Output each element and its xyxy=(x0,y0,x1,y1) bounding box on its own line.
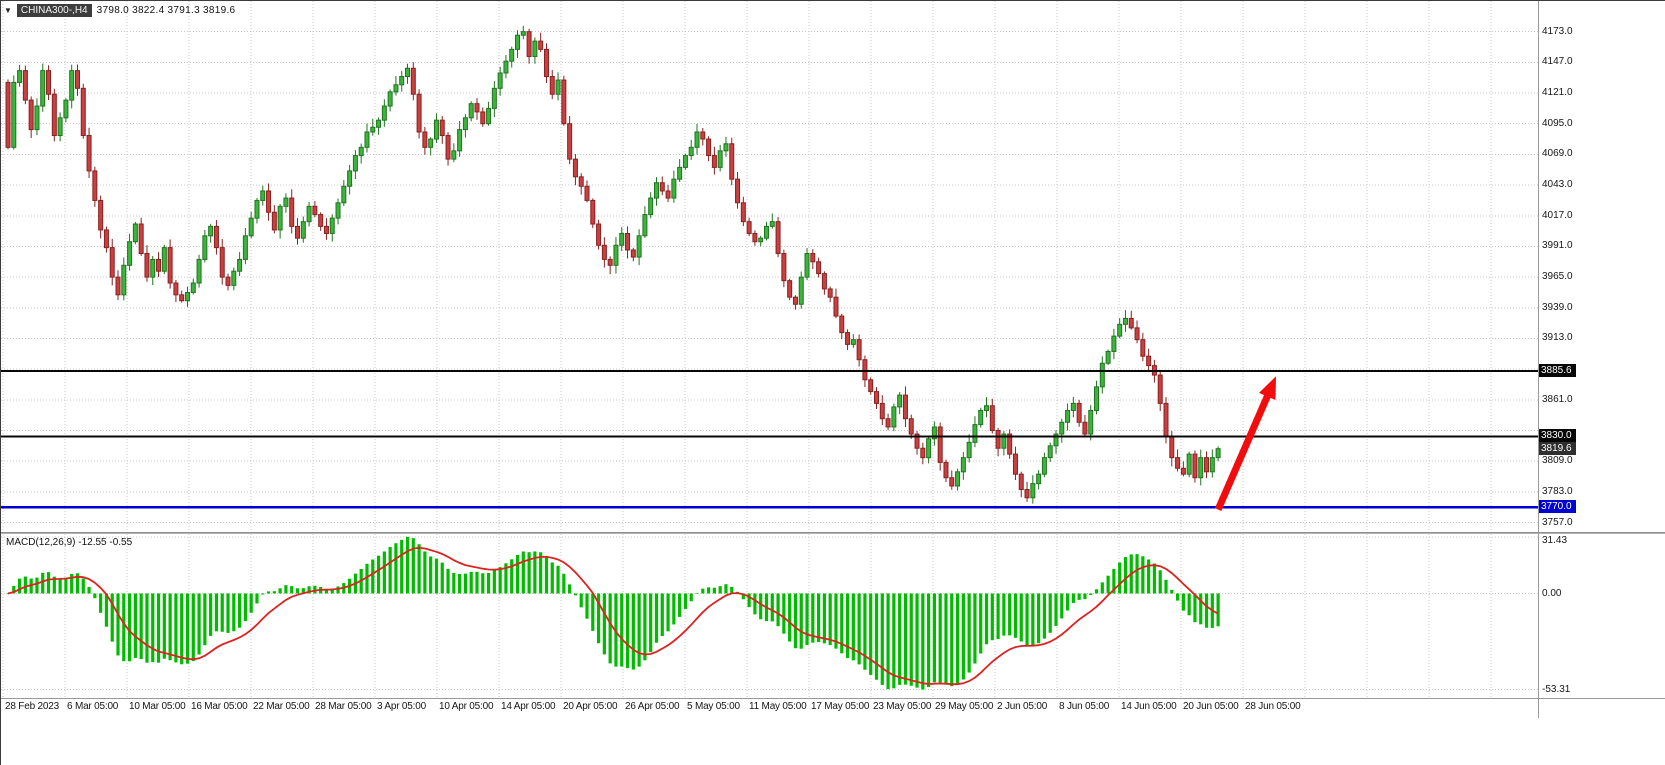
macd-axis[interactable]: 31.43 0.00 -53.31 xyxy=(1538,534,1665,698)
price-tick-label: 4017.0 xyxy=(1542,209,1573,221)
time-axis-label: 2 Jun 05:00 xyxy=(997,701,1048,712)
bid-price-label: 3819.6 xyxy=(1538,441,1576,455)
time-axis-label: 10 Mar 05:00 xyxy=(129,701,186,712)
macd-signal-line xyxy=(7,546,1219,686)
time-axis-label: 20 Apr 05:00 xyxy=(563,701,618,712)
macd-scale-label: -53.31 xyxy=(1542,684,1571,696)
chevron-down-icon[interactable]: ▼ xyxy=(4,6,12,15)
macd-grid xyxy=(1,534,1538,698)
candles-layer xyxy=(5,25,1221,504)
price-tick-label: 3809.0 xyxy=(1542,455,1573,467)
symbol-info-bar: ▼ CHINA300-,H4 3798.0 3822.4 3791.3 3819… xyxy=(4,4,235,17)
time-axis-label: 29 May 05:00 xyxy=(935,701,994,712)
axis-border xyxy=(1538,1,1539,718)
macd-pane-border xyxy=(1,698,1665,699)
price-tick-label: 4147.0 xyxy=(1542,56,1573,68)
time-axis-label: 6 Mar 05:00 xyxy=(67,701,119,712)
time-axis[interactable]: 28 Feb 2023 6 Mar 05:00 10 Mar 05:00 16 Mar… xyxy=(1,701,1538,717)
pane-splitter[interactable] xyxy=(1,532,1665,534)
macd-indicator-pane[interactable] xyxy=(1,534,1538,698)
price-tick-label: 3939.0 xyxy=(1542,301,1573,313)
price-tick-label: 3861.0 xyxy=(1542,393,1573,405)
time-axis-label: 10 Apr 05:00 xyxy=(439,701,494,712)
price-tick-label: 3965.0 xyxy=(1542,271,1573,283)
time-axis-label: 28 Feb 2023 xyxy=(5,701,59,712)
macd-histogram xyxy=(6,536,1220,690)
time-axis-label: 14 Jun 05:00 xyxy=(1121,701,1177,712)
price-level-label: 3885.6 xyxy=(1538,363,1576,377)
time-axis-label: 16 Mar 05:00 xyxy=(191,701,248,712)
macd-scale-label: 31.43 xyxy=(1542,535,1568,546)
symbol-timeframe-label: CHINA300-,H4 xyxy=(16,4,92,17)
time-axis-label: 3 Apr 05:00 xyxy=(377,701,426,712)
price-level-label: 3830.0 xyxy=(1538,429,1576,443)
price-tick-label: 4121.0 xyxy=(1542,87,1573,99)
time-axis-label: 22 Mar 05:00 xyxy=(253,701,310,712)
price-tick-label: 4069.0 xyxy=(1542,148,1573,160)
time-axis-label: 14 Apr 05:00 xyxy=(501,701,556,712)
time-axis-label: 11 May 05:00 xyxy=(749,701,807,712)
price-tick-label: 4043.0 xyxy=(1542,179,1573,191)
macd-scale-label: 0.00 xyxy=(1542,587,1562,599)
price-chart-pane[interactable] xyxy=(1,1,1538,532)
time-axis-label: 8 Jun 05:00 xyxy=(1059,701,1110,712)
price-axis[interactable]: 4173.0 4147.0 4121.0 4095.0 4069.0 4043.0 4017… xyxy=(1538,1,1665,532)
price-level-label: 3770.0 xyxy=(1538,500,1576,514)
indicator-values: -12.55 -0.55 xyxy=(78,537,133,548)
price-tick-label: 3991.0 xyxy=(1542,240,1573,252)
price-tick-label: 3757.0 xyxy=(1542,516,1573,528)
indicator-label: MACD(12,26,9) -12.55 -0.55 xyxy=(6,537,132,548)
price-tick-label: 4173.0 xyxy=(1542,25,1573,37)
time-axis-label: 17 May 05:00 xyxy=(811,701,870,712)
price-tick-label: 3913.0 xyxy=(1542,332,1573,344)
ohlc-readout: 3798.0 3822.4 3791.3 3819.6 xyxy=(96,5,236,16)
time-axis-label: 28 Mar 05:00 xyxy=(315,701,372,712)
time-axis-label: 20 Jun 05:00 xyxy=(1183,701,1239,712)
time-axis-label: 5 May 05:00 xyxy=(687,701,740,712)
indicator-name: MACD(12,26,9) xyxy=(6,537,76,548)
price-grid xyxy=(1,1,1538,532)
time-axis-label: 23 May 05:00 xyxy=(873,701,932,712)
price-tick-label: 4095.0 xyxy=(1542,117,1573,129)
trend-arrow-annotation[interactable] xyxy=(1214,376,1277,511)
time-axis-label: 28 Jun 05:00 xyxy=(1245,701,1301,712)
time-axis-label: 26 Apr 05:00 xyxy=(625,701,680,712)
price-tick-label: 3783.0 xyxy=(1542,485,1573,497)
